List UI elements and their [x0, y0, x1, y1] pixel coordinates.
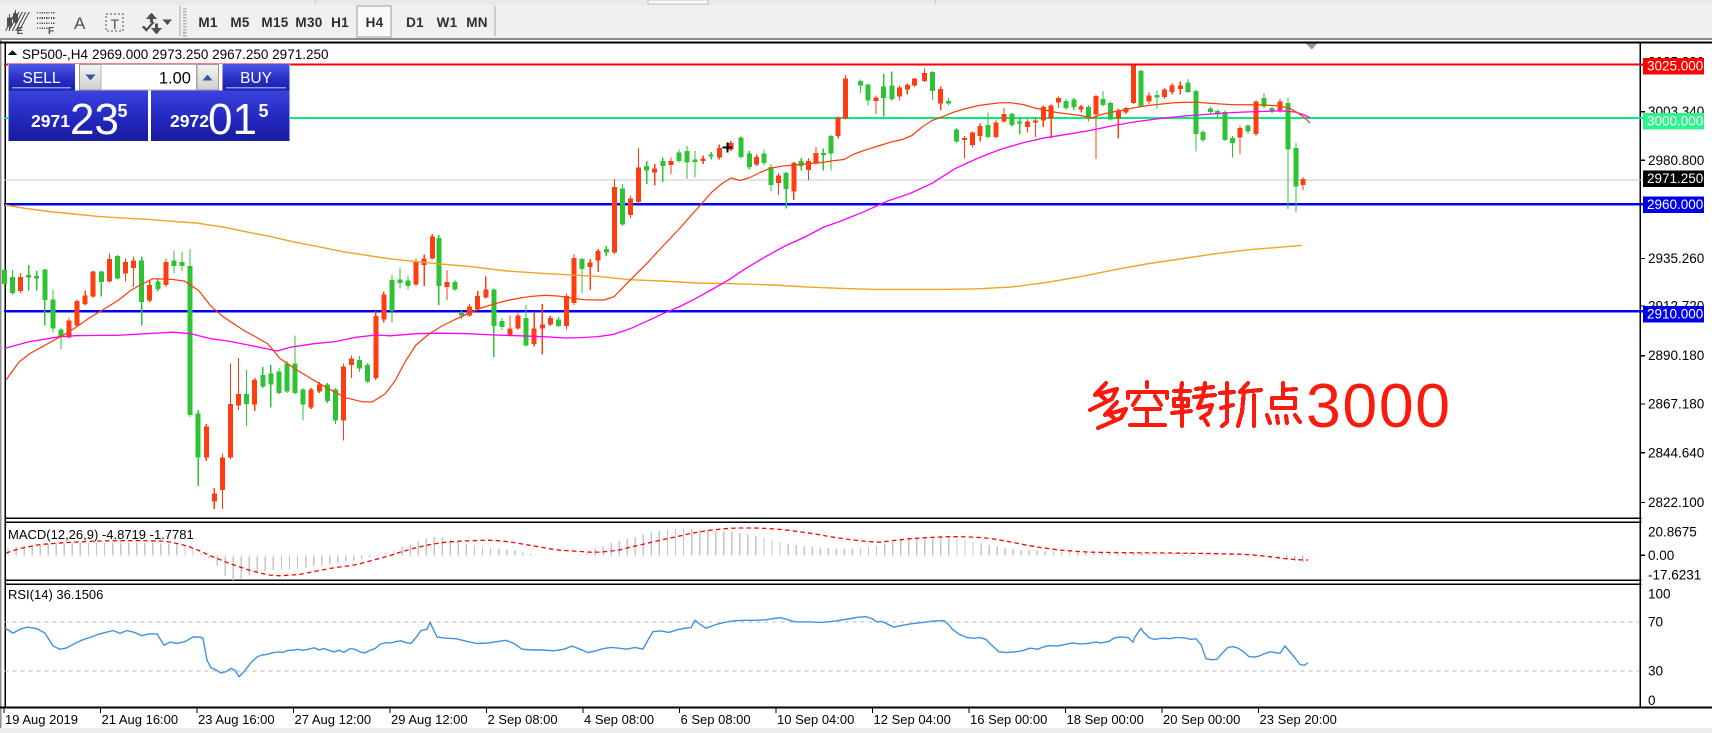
- svg-text:29 Aug 12:00: 29 Aug 12:00: [391, 712, 468, 727]
- svg-text:100: 100: [1648, 586, 1671, 601]
- svg-text:19 Aug 2019: 19 Aug 2019: [5, 712, 78, 727]
- svg-text:30: 30: [1648, 663, 1663, 678]
- svg-text:2971.250: 2971.250: [1647, 171, 1703, 186]
- svg-text:20.8675: 20.8675: [1648, 524, 1697, 539]
- svg-text:H4: H4: [366, 15, 384, 30]
- svg-text:18 Sep 00:00: 18 Sep 00:00: [1067, 712, 1144, 727]
- svg-text:SELL: SELL: [23, 70, 61, 87]
- svg-text:RSI(14) 36.1506: RSI(14) 36.1506: [8, 587, 103, 602]
- svg-text:27 Aug 12:00: 27 Aug 12:00: [295, 712, 372, 727]
- svg-text:F: F: [48, 26, 54, 37]
- svg-text:MACD(12,26,9) -4.8719 -1.7781: MACD(12,26,9) -4.8719 -1.7781: [8, 527, 194, 542]
- svg-text:M5: M5: [230, 15, 250, 30]
- svg-text:23 Aug 16:00: 23 Aug 16:00: [198, 712, 275, 727]
- svg-text:BUY: BUY: [240, 70, 272, 87]
- svg-text:2 Sep 08:00: 2 Sep 08:00: [488, 712, 558, 727]
- svg-text:2890.180: 2890.180: [1648, 348, 1704, 363]
- svg-text:2980.800: 2980.800: [1648, 153, 1704, 168]
- svg-text:2822.100: 2822.100: [1648, 495, 1704, 510]
- svg-text:M30: M30: [295, 15, 322, 30]
- svg-text:0.00: 0.00: [1648, 548, 1674, 563]
- svg-text:5: 5: [118, 101, 128, 121]
- svg-text:T: T: [111, 16, 120, 32]
- svg-text:W1: W1: [437, 15, 458, 30]
- svg-text:3000: 3000: [1306, 371, 1450, 441]
- svg-text:MN: MN: [466, 15, 488, 30]
- svg-text:20 Sep 00:00: 20 Sep 00:00: [1163, 712, 1240, 727]
- svg-text:M1: M1: [198, 15, 218, 30]
- svg-text:E: E: [17, 26, 24, 37]
- svg-text:2960.000: 2960.000: [1647, 197, 1703, 212]
- svg-text:2910.000: 2910.000: [1647, 307, 1703, 322]
- svg-text:2972: 2972: [170, 111, 209, 131]
- svg-text:1.00: 1.00: [159, 70, 191, 88]
- svg-text:23: 23: [70, 95, 119, 144]
- svg-text:A: A: [74, 14, 86, 33]
- svg-text:6 Sep 08:00: 6 Sep 08:00: [681, 712, 751, 727]
- svg-text:4 Sep 08:00: 4 Sep 08:00: [584, 712, 654, 727]
- svg-text:3000.000: 3000.000: [1647, 114, 1703, 129]
- svg-text:H1: H1: [331, 15, 349, 30]
- svg-text:D1: D1: [406, 15, 424, 30]
- svg-text:-17.6231: -17.6231: [1648, 568, 1701, 583]
- svg-text:23 Sep 20:00: 23 Sep 20:00: [1260, 712, 1337, 727]
- svg-text:2971: 2971: [31, 111, 70, 131]
- svg-text:2844.640: 2844.640: [1648, 445, 1704, 460]
- svg-text:3025.000: 3025.000: [1647, 59, 1703, 74]
- svg-text:70: 70: [1648, 615, 1663, 630]
- svg-text:21 Aug 16:00: 21 Aug 16:00: [102, 712, 179, 727]
- svg-text:0: 0: [1648, 693, 1656, 708]
- svg-text:10 Sep 04:00: 10 Sep 04:00: [777, 712, 854, 727]
- svg-text:5: 5: [259, 101, 269, 121]
- svg-text:SP500-,H4: SP500-,H4: [22, 47, 89, 62]
- svg-text:M15: M15: [261, 15, 288, 30]
- svg-text:12 Sep 04:00: 12 Sep 04:00: [874, 712, 951, 727]
- svg-text:16 Sep 00:00: 16 Sep 00:00: [970, 712, 1047, 727]
- svg-text:01: 01: [208, 95, 257, 144]
- svg-text:2935.260: 2935.260: [1648, 251, 1704, 266]
- svg-text:2867.180: 2867.180: [1648, 397, 1704, 412]
- svg-text:2969.000 2973.250 2967.250 297: 2969.000 2973.250 2967.250 2971.250: [92, 47, 328, 62]
